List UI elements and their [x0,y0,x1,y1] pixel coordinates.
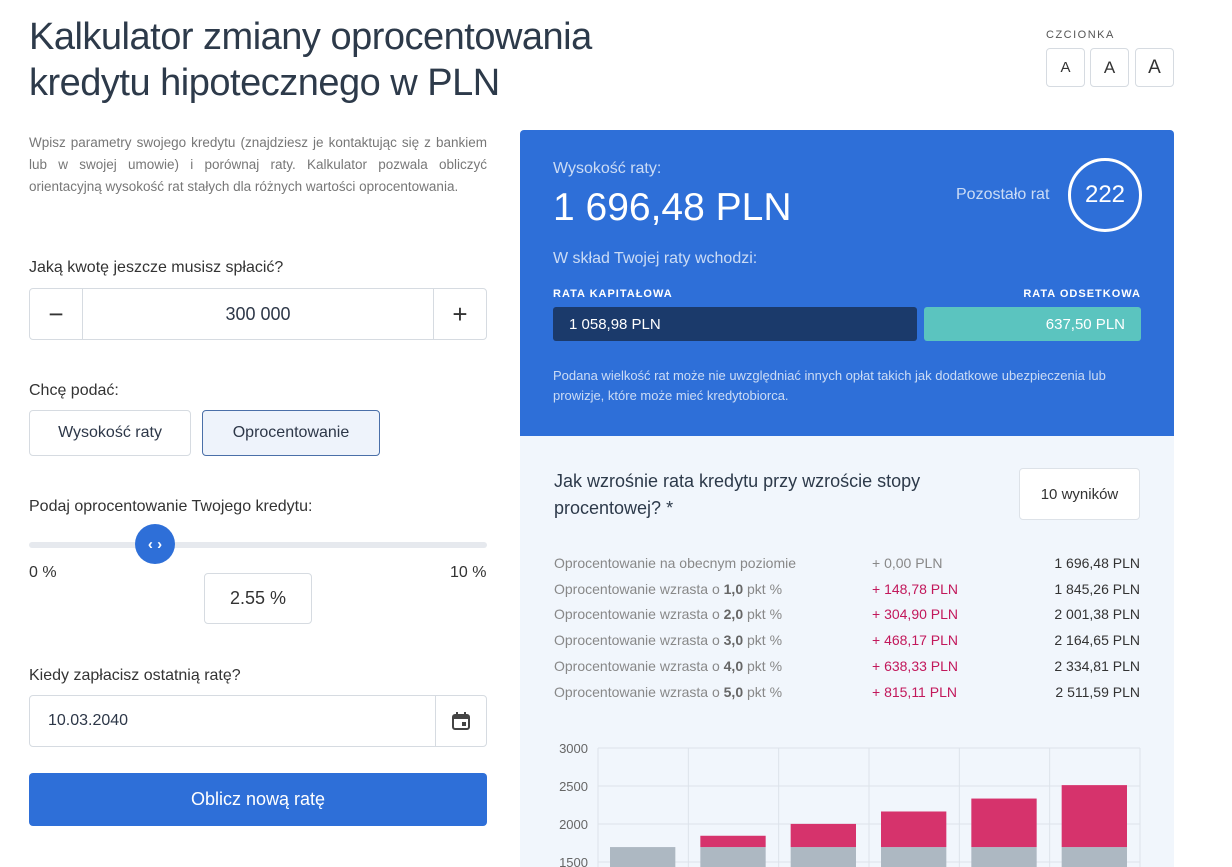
remaining-label: Pozostało rat [956,186,1050,203]
scenario-label: Oprocentowanie wzrasta o 4,0 pkt % [554,657,783,674]
scenario-delta: + 0,00 PLN [872,555,943,571]
scenario-label: Oprocentowanie na obecnym poziomie [554,555,797,571]
rate-input[interactable]: 2.55 % [204,573,312,624]
remaining-count: 222 [1068,158,1142,232]
scenario-delta: + 468,17 PLN [872,632,959,649]
capital-label: RATA KAPITAŁOWA [553,288,673,300]
bar-chart: 3000 2500 2000 1500 [559,741,1141,867]
disclaimer: Podana wielkość rat może nie uwzględniać… [553,368,1106,403]
scenario-row: Oprocentowanie wzrasta o 2,0 pkt % + 304,… [554,606,1140,622]
font-medium-button[interactable]: A [1090,48,1129,87]
scenario-row: Oprocentowanie wzrasta o 3,0 pkt % + 468,… [554,632,1140,648]
rate-slider-handle[interactable]: ‹ › [135,524,175,564]
scenarios-title: Jak wzrośnie rata kredytu przy wzroście … [554,471,921,518]
calendar-icon [452,712,470,730]
scenario-total: 2 001,38 PLN [1054,606,1140,623]
scenario-row: Oprocentowanie wzrasta o 1,0 pkt % + 148,… [554,581,1140,597]
bar-current [971,847,1037,867]
rate-label: Podaj oprocentowanie Twojego kredytu: [29,498,313,515]
bar-increase [881,811,947,848]
date-field: 10.03.2040 [29,695,487,747]
interest-label: RATA ODSETKOWA [1023,288,1141,300]
page-title: Kalkulator zmiany oprocentowania kredytu… [29,16,592,104]
capital-bar: 1 058,98 PLN [553,307,917,341]
last-payment-label: Kiedy zapłacisz ostatnią ratę? [29,667,241,684]
bar-current [610,847,676,867]
calculate-button[interactable]: Oblicz nową ratę [29,773,487,826]
installment-label: Wysokość raty: [553,160,662,177]
rate-max: 10 % [450,564,487,581]
bar-increase [700,835,766,848]
scenario-total: 1 696,48 PLN [1054,555,1140,571]
y-tick-label: 3000 [559,741,588,756]
result-panel: Wysokość raty: 1 696,48 PLN Pozostało ra… [520,130,1174,436]
scenario-label: Oprocentowanie wzrasta o 3,0 pkt % [554,632,783,649]
y-tick-label: 2000 [559,817,588,832]
bar-current [881,847,947,867]
amount-label: Jaką kwotę jeszcze musisz spłacić? [29,259,284,276]
composition-label: W skład Twojej raty wchodzi: [553,250,758,267]
bar-increase [790,823,856,848]
scenario-total: 1 845,26 PLN [1054,580,1140,597]
amount-input[interactable]: 300 000 [82,289,434,339]
scenario-delta: + 815,11 PLN [872,683,957,700]
installment-value: 1 696,48 PLN [553,186,792,229]
date-input[interactable]: 10.03.2040 [48,712,129,729]
bar-current [700,847,766,867]
scenario-delta: + 638,33 PLN [872,657,959,674]
bar-increase [1061,785,1127,848]
decrease-button[interactable]: − [48,298,64,329]
scenario-total: 2 511,59 PLN [1055,683,1140,700]
font-large-button[interactable]: A [1135,48,1174,87]
scenario-label: Oprocentowanie wzrasta o 5,0 pkt % [554,683,783,700]
amount-stepper: − 300 000 + [29,288,487,340]
results-count-button[interactable]: 10 wyników [1019,468,1140,520]
scenario-row: Oprocentowanie na obecnym poziomie + 0,00… [554,555,1140,571]
intro-text: Wpisz parametry swojego kredytu (znajdzi… [29,135,487,194]
font-small-button[interactable]: A [1046,48,1085,87]
arrows-icon: ‹ › [147,535,163,553]
scenario-delta: + 304,90 PLN [872,606,959,623]
scenario-total: 2 334,81 PLN [1054,657,1140,674]
font-size-label: CZCIONKA [1046,29,1115,41]
scenario-delta: + 148,78 PLN [872,580,959,597]
rate-slider-track[interactable] [29,542,487,548]
increase-button[interactable]: + [452,298,468,329]
mode-label: Chcę podać: [29,382,119,399]
calendar-button[interactable] [435,696,486,746]
bar-current [790,847,856,867]
bar-increase [971,798,1037,848]
bar-current [1061,847,1127,867]
option-interest-rate[interactable]: Oprocentowanie [202,410,380,456]
y-tick-label: 2500 [559,779,588,794]
scenario-row: Oprocentowanie wzrasta o 5,0 pkt % + 815,… [554,684,1140,700]
scenario-total: 2 164,65 PLN [1054,632,1140,649]
y-tick-label: 1500 [559,855,588,867]
scenario-row: Oprocentowanie wzrasta o 4,0 pkt % + 638,… [554,658,1140,674]
option-installment[interactable]: Wysokość raty [29,410,191,456]
scenario-label: Oprocentowanie wzrasta o 1,0 pkt % [554,580,783,597]
rate-min: 0 % [29,564,57,581]
interest-bar: 637,50 PLN [924,307,1141,341]
scenario-label: Oprocentowanie wzrasta o 2,0 pkt % [554,606,783,623]
